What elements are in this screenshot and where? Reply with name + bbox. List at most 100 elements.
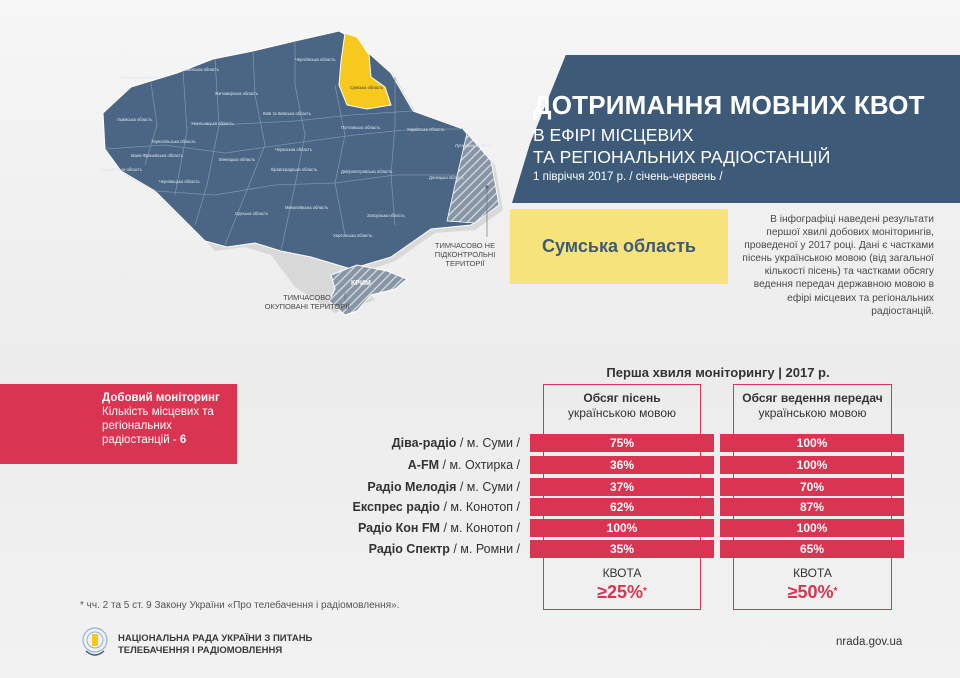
- oblast-borders: [104, 41, 465, 252]
- label-kherson: Херсонська область: [333, 233, 373, 238]
- label-rivne: Рівненська область: [181, 67, 220, 72]
- label-zhytomyr: Житомирська область: [215, 91, 259, 96]
- label-cherkasy: Черкаська область: [275, 147, 313, 152]
- organization-name: НАЦІОНАЛЬНА РАДА УКРАЇНИ З ПИТАНЬ ТЕЛЕБА…: [118, 633, 312, 657]
- table-row-label: Діва-радіо / м. Суми /: [200, 434, 520, 452]
- label-ivano-frankivsk: Івано-Франківська область: [131, 153, 184, 158]
- monitoring-count: 6: [179, 434, 187, 446]
- page-title: ДОТРИМАННЯ МОВНИХ КВОТ: [533, 90, 925, 120]
- station-city: / м. Конотоп /: [443, 500, 520, 514]
- monitoring-desc: Кількість місцевих та регіональних радіо…: [102, 406, 214, 446]
- broadcast-value: 100%: [720, 519, 904, 537]
- broadcast-value: 70%: [720, 478, 904, 496]
- station-name: Діва-радіо: [391, 436, 457, 450]
- songs-value: 35%: [530, 540, 714, 558]
- column-header-broadcast: Обсяг ведення передач українською мовою: [733, 391, 892, 421]
- website-link[interactable]: nrada.gov.ua: [836, 636, 903, 648]
- note-east: ТИМЧАСОВО НЕ ПІДКОНТРОЛЬНІ ТЕРИТОРІЇ: [434, 241, 496, 268]
- crimea-label: КРИМ: [351, 280, 371, 287]
- label-kirovohrad: Кіровоградська область: [271, 167, 318, 172]
- subtitle-line-1: В ЕФІРІ МІСЦЕВИХ: [533, 125, 694, 145]
- column-frame-songs: [543, 384, 701, 610]
- label-ternopil: Тернопільська область: [151, 139, 196, 144]
- national-council-logo: [82, 627, 108, 656]
- oblast-labels: Волинська область Рівненська область Жит…: [99, 57, 492, 238]
- quota-broadcast-asterisk: *: [833, 586, 838, 597]
- column-frame-broadcast: [733, 384, 892, 610]
- quota-songs-value: ≥25%: [597, 582, 643, 602]
- column-header-broadcast-sub: українською мовою: [758, 406, 867, 420]
- label-vinnytsia: Вінницька область: [219, 157, 256, 162]
- label-khmelnytskyi: Хмельницька область: [191, 121, 234, 126]
- quota-songs-value-wrap: ≥25%*: [543, 582, 701, 603]
- broadcast-value: 100%: [720, 456, 904, 474]
- table-row-label: Радіо Кон FM / м. Конотоп /: [200, 519, 520, 537]
- station-name: Радіо Спектр: [368, 542, 450, 556]
- column-header-songs-sub: українською мовою: [567, 406, 677, 420]
- column-header-songs-title: Обсяг пісень: [583, 391, 661, 405]
- label-zakarpattia: Закарпатська область: [99, 167, 143, 172]
- occupied-east: [446, 132, 500, 224]
- station-city: / м. Суми /: [459, 480, 520, 494]
- note-crimea: ТИМЧАСОВО ОКУПОВАНІ ТЕРИТОРІЇ: [264, 293, 350, 311]
- quota-broadcast: КВОТА ≥50%*: [733, 566, 892, 603]
- subtitle-line-2: ТА РЕГІОНАЛЬНИХ РАДІОСТАНЦІЙ: [533, 147, 831, 167]
- wave-title: Перша хвиля моніторингу | 2017 р.: [606, 365, 830, 380]
- station-city: / м. Охтирка /: [442, 458, 520, 472]
- label-odesa: Одеська область: [235, 211, 269, 216]
- period: 1 півріччя 2017 р. / січень-червень /: [533, 171, 723, 183]
- label-sumy: Сумська область: [350, 85, 384, 90]
- table-row-label: Експрес радіо / м. Конотоп /: [200, 498, 520, 516]
- table-row-label: Радіо Спектр / м. Ромни /: [200, 540, 520, 558]
- quota-songs-asterisk: *: [643, 586, 647, 597]
- quota-songs-label: КВОТА: [602, 566, 642, 580]
- region-name: Сумська область: [542, 236, 696, 256]
- quota-broadcast-value-wrap: ≥50%*: [733, 582, 892, 603]
- broadcast-value: 65%: [720, 540, 904, 558]
- monitoring-title: Добовий моніторинг: [102, 392, 220, 404]
- leader-east-dot: [485, 185, 489, 189]
- station-name: A-FM: [407, 458, 440, 472]
- station-name: Радіо Мелодія: [367, 480, 457, 494]
- broadcast-value: 100%: [720, 434, 904, 452]
- org-line-2: ТЕЛЕБАЧЕННЯ І РАДІОМОВЛЕННЯ: [118, 645, 283, 656]
- label-volyn: Волинська область: [121, 75, 159, 80]
- footnote: * чч. 2 та 5 ст. 9 Закону України «Про т…: [80, 600, 400, 611]
- label-kharkiv: Харківська область: [407, 127, 445, 132]
- label-chernihiv: Чернігівська область: [295, 57, 336, 62]
- station-city: / м. Суми /: [459, 436, 520, 450]
- station-city: / м. Ромни /: [453, 542, 520, 556]
- station-name: Радіо Кон FM: [357, 521, 440, 535]
- table-row-label: A-FM / м. Охтирка /: [200, 456, 520, 474]
- ukraine-map: Волинська область Рівненська область Жит…: [99, 30, 503, 316]
- label-chernivtsi: Чернівецька область: [159, 179, 201, 184]
- songs-value: 100%: [530, 519, 714, 537]
- songs-value: 75%: [530, 434, 714, 452]
- page-subtitle: В ЕФІРІ МІСЦЕВИХ ТА РЕГІОНАЛЬНИХ РАДІОСТ…: [533, 124, 953, 168]
- songs-value: 37%: [530, 478, 714, 496]
- station-city: / м. Конотоп /: [443, 521, 520, 535]
- sumy-oblast-highlight: [338, 32, 392, 110]
- monitoring-box: Добовий моніторинг Кількість місцевих та…: [0, 384, 237, 464]
- label-dnipropetrovsk: Дніпропетровська область: [341, 169, 393, 174]
- crimea: [328, 264, 408, 316]
- broadcast-value: 87%: [720, 498, 904, 516]
- title-banner: [512, 55, 960, 203]
- column-header-songs: Обсяг пісень українською мовою: [543, 391, 701, 421]
- quota-broadcast-label: КВОТА: [793, 566, 832, 580]
- monitoring-text: Кількість місцевих та регіональних радіо…: [102, 405, 227, 447]
- region-box: Сумська область: [510, 209, 728, 284]
- songs-value: 36%: [530, 456, 714, 474]
- label-poltava: Полтавська область: [341, 125, 381, 130]
- label-donetsk: Донецька область: [429, 175, 465, 180]
- label-mykolaiv: Миколаївська область: [285, 205, 329, 210]
- label-luhansk: Луганська область: [455, 143, 492, 148]
- column-header-broadcast-title: Обсяг ведення передач: [742, 391, 883, 405]
- quota-songs: КВОТА ≥25%*: [543, 566, 701, 603]
- quota-broadcast-value: ≥50%: [787, 582, 834, 602]
- songs-value: 62%: [530, 498, 714, 516]
- intro-text: В інфографіці наведені результати першої…: [742, 214, 934, 317]
- table-row-label: Радіо Мелодія / м. Суми /: [200, 478, 520, 496]
- org-line-1: НАЦІОНАЛЬНА РАДА УКРАЇНИ З ПИТАНЬ: [118, 633, 313, 644]
